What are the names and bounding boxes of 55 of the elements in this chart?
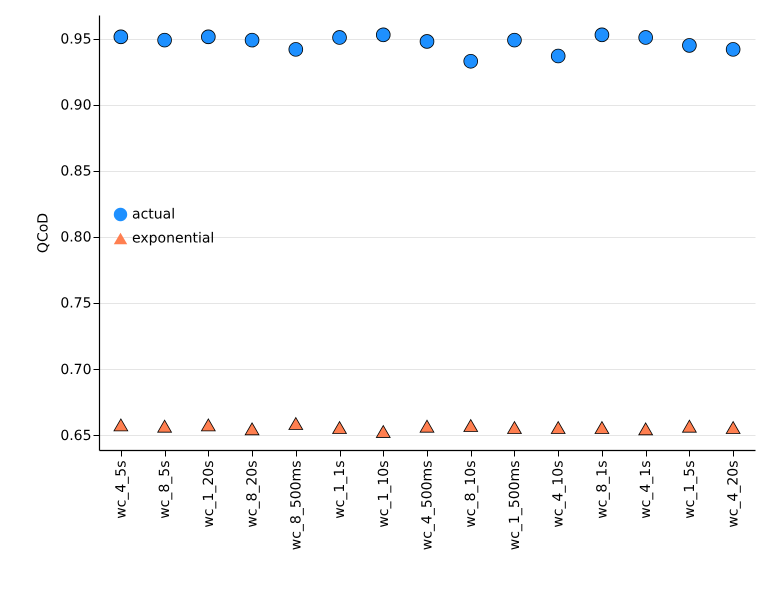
point [157, 420, 172, 433]
point [682, 420, 697, 433]
x-tick-label: wc_4_500ms [420, 460, 436, 550]
point [594, 421, 610, 434]
x-tick-label: wc_8_5s [157, 460, 174, 519]
point [288, 417, 304, 430]
legend-label: actual [132, 206, 176, 222]
point [114, 30, 128, 44]
point [507, 32, 522, 48]
x-tick-label: wc_4_20s [726, 460, 742, 528]
y-tick-label: 0.80 [60, 230, 92, 246]
point [201, 30, 216, 44]
point [244, 422, 260, 436]
point [550, 48, 566, 64]
point [463, 54, 478, 69]
point [507, 421, 522, 434]
x-tick-label: wc_8_20s [244, 460, 261, 528]
point [114, 418, 128, 432]
y-tick-label: 0.75 [60, 296, 92, 312]
point [244, 32, 260, 48]
y-axis-title: QCoD [35, 212, 52, 254]
x-tick-label: wc_8_500ms [288, 460, 304, 550]
x-tick-label: wc_1_500ms [506, 460, 523, 550]
point [376, 28, 391, 42]
x-tick-label: wc_1_10s [376, 460, 392, 528]
point [594, 28, 610, 42]
y-tick-label: 0.95 [60, 31, 92, 48]
point [550, 421, 566, 434]
x-tick-label: wc_1_5s [682, 460, 698, 519]
point [638, 422, 653, 436]
point [420, 420, 434, 433]
x-tick-label: wc_4_10s [550, 460, 567, 528]
point [288, 42, 304, 57]
y-tick-label: 0.70 [60, 362, 92, 378]
legend-label: exponential [132, 230, 214, 246]
point [332, 421, 347, 434]
point [726, 42, 740, 57]
point [376, 425, 391, 438]
y-tick-label: 0.85 [60, 164, 92, 180]
point [682, 38, 697, 53]
point [420, 34, 434, 49]
x-tick-label: wc_1_1s [332, 460, 348, 519]
y-tick-label: 0.65 [60, 428, 92, 444]
point [157, 32, 172, 48]
point [201, 418, 216, 432]
point [726, 421, 740, 434]
x-tick-label: wc_4_5s [113, 460, 130, 519]
x-tick-label: wc_8_1s [594, 460, 610, 519]
x-tick-label: wc_8_10s [463, 460, 480, 528]
point [638, 30, 653, 45]
x-tick-label: wc_1_20s [200, 460, 217, 528]
y-tick-label: 0.90 [60, 97, 92, 114]
point [463, 419, 478, 432]
x-tick-label: wc_4_1s [638, 460, 654, 519]
point [332, 30, 347, 45]
